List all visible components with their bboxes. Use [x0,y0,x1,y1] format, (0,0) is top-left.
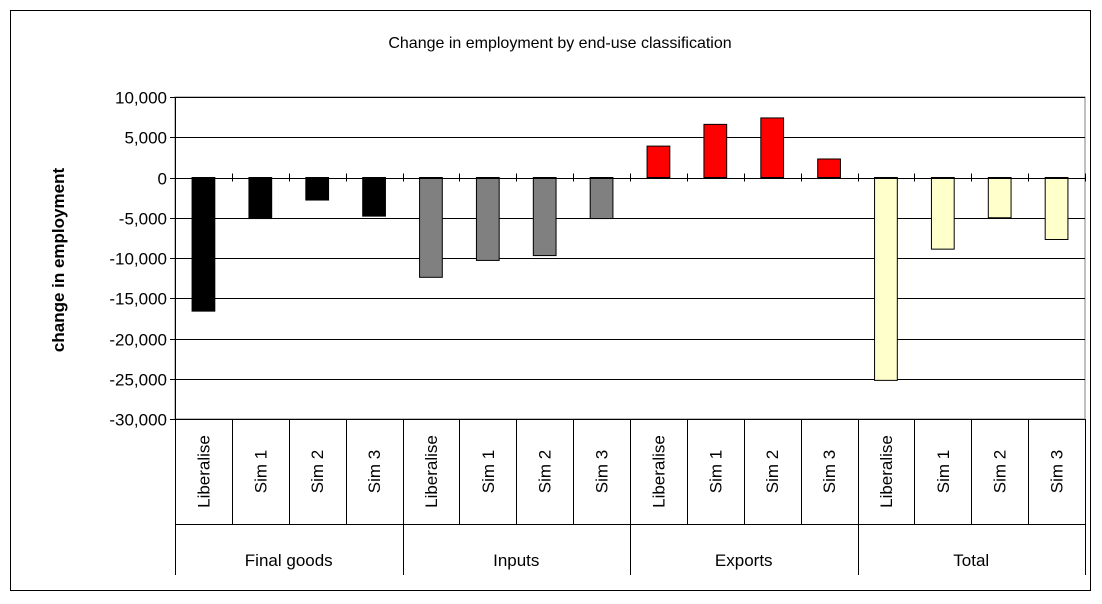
bar [589,177,614,220]
category-label: Sim 1 [706,450,725,493]
y-tick-label: 0 [158,170,167,189]
plot-area: 10,000 5,000 0 -5,000 -10,000 -15,000 -20,000 -… [109,89,1086,575]
category-label: Sim 3 [1048,450,1067,493]
y-tick-label: -25,000 [109,371,167,390]
y-tick-label: -10,000 [109,250,167,269]
y-tick-label: -20,000 [109,331,167,350]
group-label: Exports [715,551,773,570]
category-label: Sim 2 [308,450,327,493]
bar [987,177,1012,219]
y-axis-label: change in employment [49,168,68,353]
y-tick-label: -30,000 [109,411,167,430]
category-label: Liberalise [649,435,668,508]
group-label: Inputs [493,551,539,570]
group-label: Total [953,551,989,570]
y-tick-label: -15,000 [109,290,167,309]
bar [703,123,728,179]
category-label: Liberalise [194,435,213,508]
bar [646,145,671,178]
category-label: Sim 3 [820,450,839,493]
y-tick-label: -5,000 [119,210,167,229]
bar [475,177,500,261]
chart-title: Change in employment by end-use classifi… [388,35,731,52]
bar [874,177,898,381]
bar [305,177,330,201]
category-label: Sim 3 [593,450,612,493]
bar [419,177,443,278]
category-label: Sim 1 [479,450,498,493]
bar [532,177,557,257]
bar [930,177,955,250]
group-label: Final goods [245,551,333,570]
bar [817,158,841,178]
category-label: Sim 2 [763,450,782,493]
category-label: Sim 3 [365,450,384,493]
category-label: Sim 1 [251,450,270,493]
category-label: Sim 2 [536,450,555,493]
bar [362,177,386,217]
y-tick-label: 10,000 [115,89,167,108]
category-label: Sim 2 [991,450,1010,493]
category-label: Sim 1 [934,450,953,493]
bar [1044,177,1069,240]
category-label: Liberalise [877,435,896,508]
bar [248,177,273,220]
y-tick-label: 5,000 [124,129,167,148]
bar [760,117,785,178]
category-label: Liberalise [422,435,441,508]
bar [191,177,216,312]
